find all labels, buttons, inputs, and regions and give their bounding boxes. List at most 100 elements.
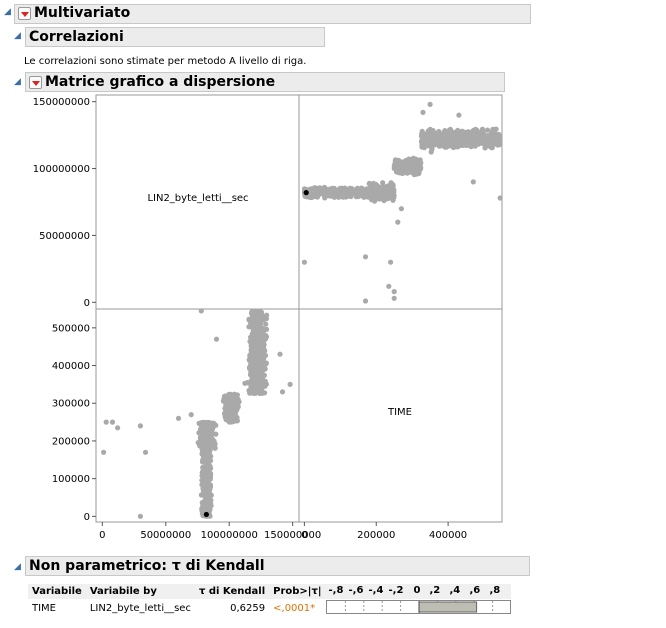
red-triangle-menu-icon[interactable] — [29, 76, 42, 89]
scatter-point — [379, 186, 385, 192]
scatter-point — [258, 354, 265, 360]
scatter-point — [463, 142, 470, 148]
correlazioni-note: Le correlazioni sono stimate per metodo … — [24, 56, 307, 67]
scatter-point — [366, 181, 372, 187]
disclosure-icon[interactable]: ◢ — [14, 31, 21, 41]
scatter-point — [201, 445, 208, 452]
cell-variabile-by: LIN2_byte_letti__sec — [89, 603, 191, 614]
scatter-point — [197, 427, 204, 433]
scatter-point — [388, 259, 394, 265]
tick-label: 150000000 — [264, 530, 321, 541]
correlazioni-header — [25, 27, 325, 47]
cell-prob: <,0001* — [273, 603, 316, 614]
scatter-point — [226, 409, 232, 415]
scatter-point — [257, 385, 263, 391]
scatter-point — [262, 366, 268, 372]
scatter-point — [453, 131, 459, 138]
scatter-point — [232, 412, 238, 418]
scatter-point — [413, 156, 419, 162]
tick-label: 0 — [84, 512, 90, 523]
scatter-point — [372, 186, 378, 192]
scatter-point — [208, 458, 214, 464]
disclosure-icon[interactable]: ◢ — [4, 7, 11, 17]
red-triangle-menu-icon[interactable] — [18, 7, 31, 20]
scatter-point — [202, 438, 208, 444]
scatter-point — [391, 194, 397, 200]
scatter-point — [248, 355, 254, 361]
matrice-header — [25, 72, 505, 92]
scatter-point — [392, 161, 398, 167]
scatter-point — [261, 372, 267, 378]
scatter-point — [390, 183, 396, 189]
scatter-point — [476, 137, 482, 143]
scatter-point — [262, 390, 268, 396]
scatter-point — [336, 191, 342, 197]
tick-label: 100000 — [52, 474, 90, 485]
scatter-point — [246, 317, 252, 323]
scatter-point — [287, 381, 293, 387]
scatter-point — [207, 440, 213, 446]
tick-label: 500000 — [52, 323, 90, 334]
scatter-point — [312, 193, 319, 200]
scatter-point — [345, 189, 351, 196]
tick-label: 0 — [84, 298, 90, 309]
scatter-point — [204, 420, 210, 426]
scatter-point — [222, 410, 228, 416]
scatter-point — [398, 206, 404, 212]
scatter-point — [115, 425, 121, 431]
scatter-point — [207, 490, 213, 496]
tau-bar-fill — [418, 601, 477, 613]
scatter-point — [203, 452, 209, 458]
scatter-point — [263, 313, 269, 319]
col-variabile: Variabile — [28, 584, 86, 599]
scatter-point — [253, 315, 259, 321]
scatter-point — [391, 189, 397, 195]
bar-tick-label: 0 — [413, 584, 421, 596]
scatter-point — [497, 195, 503, 201]
tick-label: 400000 — [429, 530, 467, 541]
scatter-point — [206, 432, 212, 438]
scatter-point — [248, 347, 254, 353]
scatter-point — [366, 192, 372, 198]
tick-label: 200000 — [52, 436, 90, 447]
scatter-point — [137, 423, 143, 429]
bar-tick-label: ,6 — [469, 584, 481, 596]
scatter-point — [258, 331, 264, 337]
scatter-point — [432, 136, 438, 143]
scatter-point — [387, 192, 393, 198]
tick-label: 400000 — [52, 361, 90, 372]
disclosure-icon[interactable]: ◢ — [14, 77, 21, 87]
scatter-point — [436, 128, 442, 135]
col-bar-ticks: -,8 -,6 -,4 -,2 0 ,2 ,4 ,6 ,8 — [325, 584, 511, 599]
scatter-point — [223, 417, 229, 423]
scatter-point — [472, 143, 478, 149]
scatter-point — [248, 362, 254, 368]
scatter-point — [254, 362, 260, 368]
scatter-point — [420, 109, 426, 115]
scatter-point — [446, 143, 452, 149]
scatter-point — [378, 195, 384, 201]
tick-label: 200000 — [357, 530, 395, 541]
scatter-point — [101, 449, 107, 455]
scatter-point — [251, 366, 257, 372]
multivariato-title: Multivariato — [34, 5, 131, 21]
scatter-point — [446, 137, 452, 143]
bar-tick-label: -,8 — [328, 584, 344, 596]
scatter-point — [213, 336, 220, 342]
tau-bar-chart — [325, 600, 511, 614]
scatter-point — [202, 477, 208, 483]
scatter-point — [257, 314, 263, 321]
scatter-point — [428, 149, 434, 155]
scatter-point — [262, 352, 269, 359]
scatter-point — [447, 127, 453, 133]
scatter-point — [254, 377, 260, 383]
highlighted-point — [203, 511, 209, 518]
scatter-point — [417, 160, 423, 166]
scatter-point — [210, 420, 216, 426]
disclosure-icon[interactable]: ◢ — [14, 562, 21, 572]
scatter-point — [263, 326, 270, 332]
scatter-point — [440, 132, 446, 138]
scatter-point — [213, 431, 219, 437]
scatter-point — [317, 190, 323, 196]
kendall-title: Non parametrico: τ di Kendall — [29, 558, 265, 574]
